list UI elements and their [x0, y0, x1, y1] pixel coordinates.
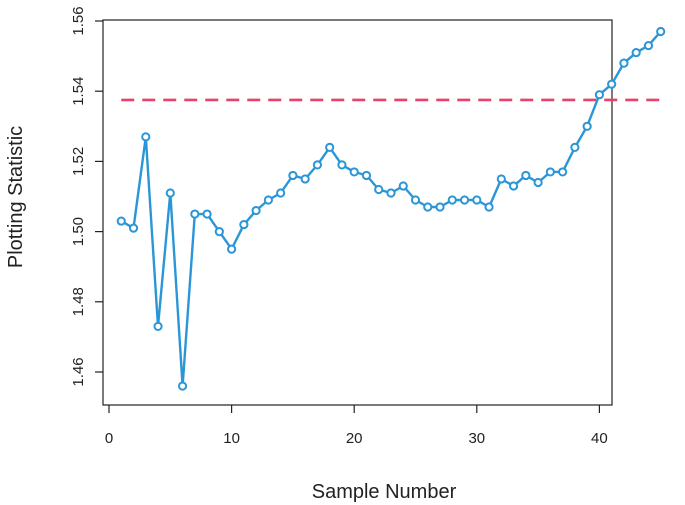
x-tick-label: 40	[591, 430, 608, 447]
data-point	[239, 219, 249, 230]
data-point	[423, 202, 433, 212]
x-axis: 0 10 20 30 40	[105, 405, 608, 447]
data-point	[312, 160, 323, 170]
series-line	[120, 30, 662, 388]
data-point	[484, 202, 494, 212]
data-point	[558, 167, 568, 177]
data-point	[631, 47, 641, 58]
data-point	[374, 184, 384, 195]
data-point	[128, 223, 139, 233]
data-point	[435, 202, 445, 212]
y-tick-label: 1.54	[70, 77, 87, 106]
y-tick-label: 1.50	[70, 217, 87, 246]
data-point	[496, 174, 506, 184]
data-point	[607, 79, 617, 89]
data-point	[582, 121, 592, 131]
data-point	[325, 142, 335, 152]
y-axis-title: Plotting Statistic	[5, 126, 27, 268]
data-point	[643, 40, 654, 51]
y-tick-label: 1.48	[70, 287, 87, 316]
data-point	[656, 26, 666, 37]
data-point	[300, 174, 310, 184]
data-point	[288, 170, 298, 181]
x-tick-label: 20	[346, 430, 363, 447]
data-point	[227, 244, 237, 254]
data-point	[533, 177, 543, 188]
y-axis: 1.46 1.48 1.50 1.52 1.54 1.56	[70, 6, 103, 387]
data-point	[116, 216, 126, 226]
x-tick-label: 0	[105, 430, 113, 447]
data-point	[570, 142, 580, 152]
y-tick-label: 1.46	[70, 357, 87, 386]
data-point	[263, 195, 273, 205]
data-point	[165, 188, 175, 198]
plot-frame	[102, 19, 613, 406]
data-point	[361, 170, 372, 181]
data-point	[214, 227, 224, 237]
data-point	[141, 132, 151, 142]
x-tick-label: 30	[468, 430, 485, 447]
data-point	[619, 58, 629, 68]
data-point	[276, 188, 286, 198]
data-point	[472, 195, 482, 205]
data-point	[521, 170, 531, 181]
data-point	[177, 381, 188, 391]
data-point	[447, 195, 457, 205]
data-point	[459, 195, 470, 205]
y-tick-label: 1.56	[70, 6, 87, 35]
data-point	[153, 321, 163, 331]
data-point	[337, 160, 347, 170]
data-point	[202, 209, 212, 219]
data-point	[398, 181, 408, 191]
data-point	[545, 167, 555, 177]
y-tick-label: 1.52	[70, 147, 87, 176]
data-point	[508, 181, 519, 191]
data-point	[251, 205, 261, 216]
x-axis-title: Sample Number	[312, 481, 457, 503]
series-group	[116, 26, 666, 391]
data-point	[190, 209, 200, 219]
data-point	[410, 195, 421, 205]
data-point	[349, 167, 359, 177]
data-point	[594, 90, 605, 100]
plot-border	[102, 19, 613, 406]
x-tick-label: 10	[223, 430, 240, 447]
data-point	[386, 188, 396, 198]
